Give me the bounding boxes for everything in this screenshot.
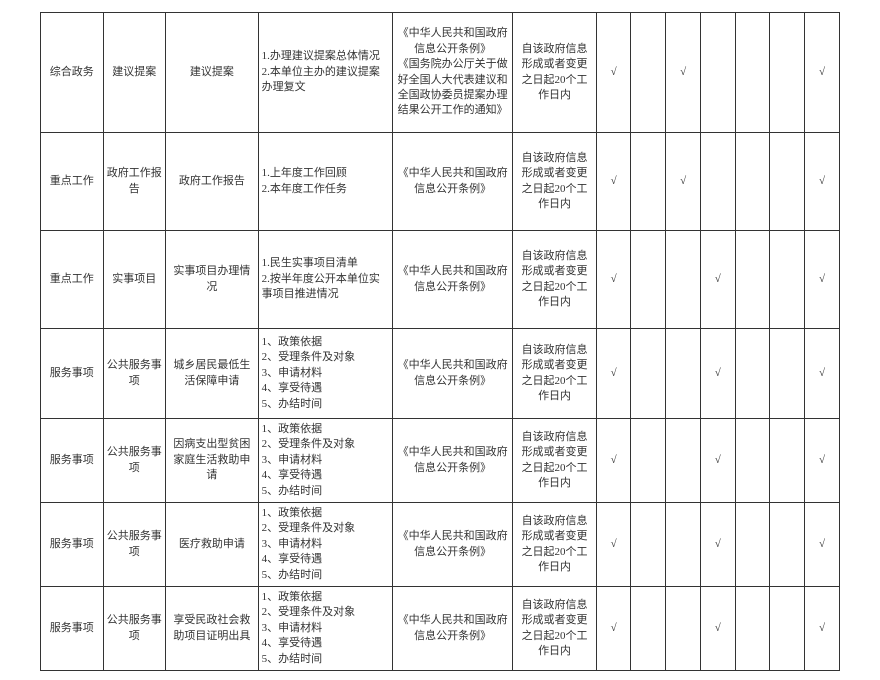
cell-check-5: [770, 419, 805, 503]
cell-check-2: [666, 419, 701, 503]
cell-check-6: √: [805, 329, 840, 419]
cell-subcategory: 公共服务事项: [103, 503, 166, 587]
cell-basis: 《中华人民共和国政府信息公开条例》: [392, 419, 512, 503]
cell-check-0: √: [596, 587, 631, 671]
cell-timeline: 自该政府信息形成或者变更之日起20个工作日内: [513, 329, 596, 419]
cell-check-4: [735, 133, 770, 231]
cell-content: 1.办理建议提案总体情况2.本单位主办的建议提案办理复文: [258, 13, 392, 133]
cell-basis: 《中华人民共和国政府信息公开条例》《国务院办公厅关于做好全国人大代表建议和全国政…: [392, 13, 512, 133]
cell-check-5: [770, 503, 805, 587]
cell-check-6: √: [805, 231, 840, 329]
cell-check-5: [770, 133, 805, 231]
cell-check-2: √: [666, 133, 701, 231]
cell-check-2: [666, 329, 701, 419]
table-row: 服务事项公共服务事项享受民政社会救助项目证明出具1、政策依据2、受理条件及对象3…: [41, 587, 840, 671]
cell-timeline: 自该政府信息形成或者变更之日起20个工作日内: [513, 13, 596, 133]
cell-basis: 《中华人民共和国政府信息公开条例》: [392, 503, 512, 587]
cell-basis: 《中华人民共和国政府信息公开条例》: [392, 133, 512, 231]
cell-check-1: [631, 231, 666, 329]
cell-check-4: [735, 231, 770, 329]
cell-subcategory: 政府工作报告: [103, 133, 166, 231]
cell-subcategory: 实事项目: [103, 231, 166, 329]
cell-check-3: √: [700, 503, 735, 587]
cell-item: 建议提案: [166, 13, 259, 133]
cell-check-5: [770, 13, 805, 133]
cell-content: 1、政策依据2、受理条件及对象3、申请材料4、享受待遇5、办结时间: [258, 587, 392, 671]
cell-check-6: √: [805, 503, 840, 587]
cell-item: 城乡居民最低生活保障申请: [166, 329, 259, 419]
cell-check-6: √: [805, 419, 840, 503]
cell-check-3: √: [700, 587, 735, 671]
cell-check-1: [631, 587, 666, 671]
cell-check-4: [735, 419, 770, 503]
disclosure-table: 综合政务建议提案建议提案1.办理建议提案总体情况2.本单位主办的建议提案办理复文…: [40, 12, 840, 671]
cell-subcategory: 建议提案: [103, 13, 166, 133]
cell-timeline: 自该政府信息形成或者变更之日起20个工作日内: [513, 419, 596, 503]
table-row: 重点工作政府工作报告政府工作报告1.上年度工作回顾2.本年度工作任务《中华人民共…: [41, 133, 840, 231]
cell-check-0: √: [596, 419, 631, 503]
cell-check-3: [700, 133, 735, 231]
table-row: 服务事项公共服务事项医疗救助申请1、政策依据2、受理条件及对象3、申请材料4、享…: [41, 503, 840, 587]
cell-check-0: √: [596, 503, 631, 587]
cell-category: 服务事项: [41, 329, 104, 419]
cell-check-2: [666, 231, 701, 329]
cell-timeline: 自该政府信息形成或者变更之日起20个工作日内: [513, 133, 596, 231]
cell-basis: 《中华人民共和国政府信息公开条例》: [392, 231, 512, 329]
cell-check-1: [631, 13, 666, 133]
cell-check-3: √: [700, 329, 735, 419]
cell-item: 因病支出型贫困家庭生活救助申请: [166, 419, 259, 503]
cell-check-5: [770, 329, 805, 419]
cell-content: 1、政策依据2、受理条件及对象3、申请材料4、享受待遇5、办结时间: [258, 503, 392, 587]
cell-subcategory: 公共服务事项: [103, 329, 166, 419]
cell-check-2: [666, 503, 701, 587]
cell-timeline: 自该政府信息形成或者变更之日起20个工作日内: [513, 503, 596, 587]
cell-category: 重点工作: [41, 133, 104, 231]
cell-check-1: [631, 133, 666, 231]
cell-item: 享受民政社会救助项目证明出具: [166, 587, 259, 671]
cell-content: 1、政策依据2、受理条件及对象3、申请材料4、享受待遇5、办结时间: [258, 419, 392, 503]
cell-category: 服务事项: [41, 587, 104, 671]
cell-subcategory: 公共服务事项: [103, 587, 166, 671]
cell-subcategory: 公共服务事项: [103, 419, 166, 503]
cell-check-4: [735, 13, 770, 133]
cell-check-3: [700, 13, 735, 133]
cell-basis: 《中华人民共和国政府信息公开条例》: [392, 587, 512, 671]
cell-check-6: √: [805, 587, 840, 671]
table-row: 重点工作实事项目实事项目办理情况1.民生实事项目清单2.按半年度公开本单位实事项…: [41, 231, 840, 329]
cell-check-2: √: [666, 13, 701, 133]
cell-item: 政府工作报告: [166, 133, 259, 231]
cell-check-6: √: [805, 13, 840, 133]
cell-check-0: √: [596, 231, 631, 329]
cell-check-2: [666, 587, 701, 671]
cell-check-3: √: [700, 231, 735, 329]
cell-category: 服务事项: [41, 503, 104, 587]
cell-check-1: [631, 503, 666, 587]
cell-basis: 《中华人民共和国政府信息公开条例》: [392, 329, 512, 419]
cell-item: 医疗救助申请: [166, 503, 259, 587]
cell-content: 1.民生实事项目清单2.按半年度公开本单位实事项目推进情况: [258, 231, 392, 329]
cell-check-6: √: [805, 133, 840, 231]
cell-check-0: √: [596, 329, 631, 419]
cell-category: 综合政务: [41, 13, 104, 133]
cell-check-4: [735, 503, 770, 587]
cell-check-0: √: [596, 13, 631, 133]
table-row: 服务事项公共服务事项城乡居民最低生活保障申请1、政策依据2、受理条件及对象3、申…: [41, 329, 840, 419]
cell-check-5: [770, 587, 805, 671]
cell-timeline: 自该政府信息形成或者变更之日起20个工作日内: [513, 587, 596, 671]
table-row: 服务事项公共服务事项因病支出型贫困家庭生活救助申请1、政策依据2、受理条件及对象…: [41, 419, 840, 503]
cell-category: 重点工作: [41, 231, 104, 329]
cell-check-4: [735, 587, 770, 671]
cell-content: 1.上年度工作回顾2.本年度工作任务: [258, 133, 392, 231]
cell-check-1: [631, 419, 666, 503]
cell-check-4: [735, 329, 770, 419]
cell-check-0: √: [596, 133, 631, 231]
cell-content: 1、政策依据2、受理条件及对象3、申请材料4、享受待遇5、办结时间: [258, 329, 392, 419]
cell-timeline: 自该政府信息形成或者变更之日起20个工作日内: [513, 231, 596, 329]
cell-category: 服务事项: [41, 419, 104, 503]
cell-check-5: [770, 231, 805, 329]
cell-item: 实事项目办理情况: [166, 231, 259, 329]
table-row: 综合政务建议提案建议提案1.办理建议提案总体情况2.本单位主办的建议提案办理复文…: [41, 13, 840, 133]
cell-check-3: √: [700, 419, 735, 503]
cell-check-1: [631, 329, 666, 419]
